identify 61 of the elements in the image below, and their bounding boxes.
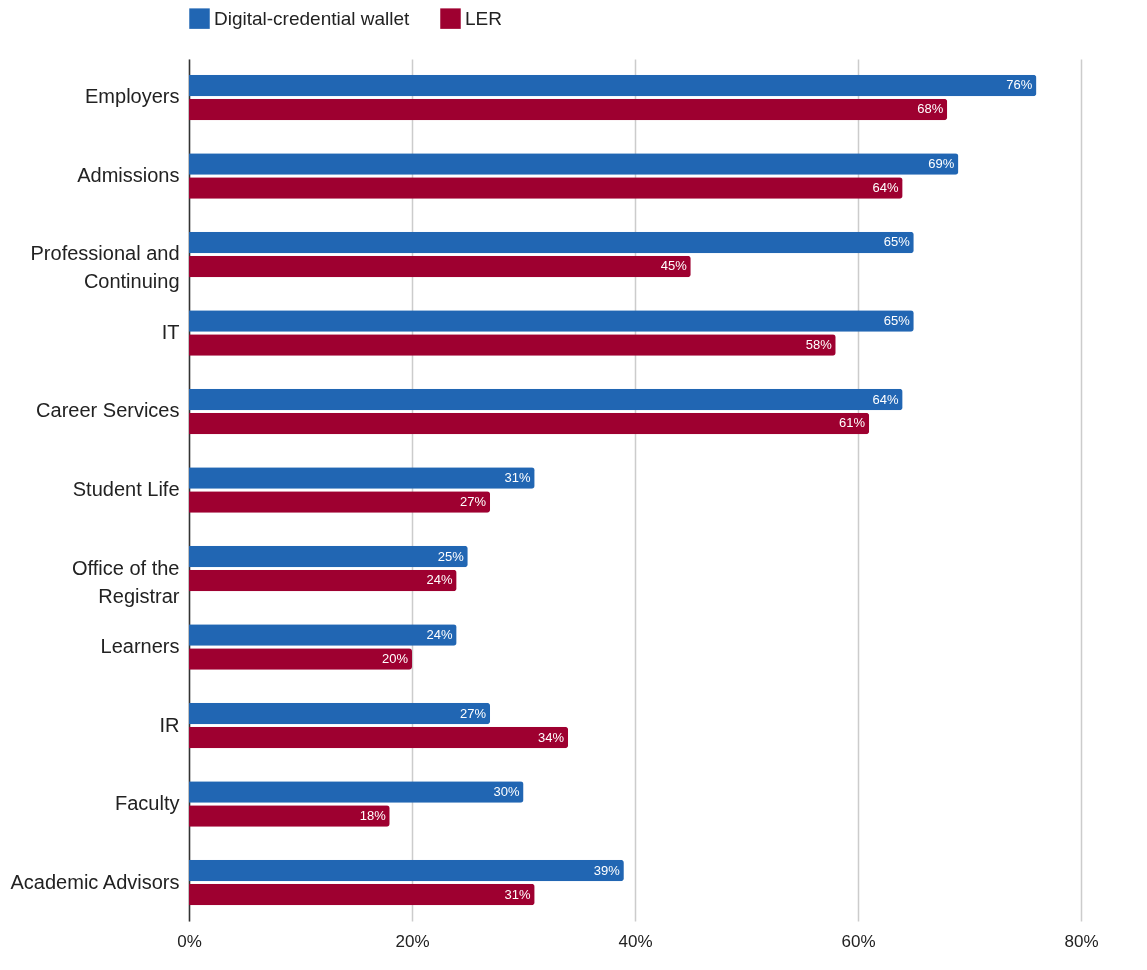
data-label: 68%	[917, 101, 944, 117]
x-tick-label: 20%	[395, 931, 430, 951]
bar	[189, 702, 491, 725]
bar	[189, 569, 457, 592]
data-label: 34%	[538, 729, 565, 745]
x-tick-label: 80%	[1064, 931, 1099, 951]
y-tick-label: Faculty	[115, 792, 180, 815]
bar	[189, 781, 524, 803]
bar	[189, 177, 903, 199]
data-label: 65%	[883, 313, 911, 328]
data-label: 31%	[504, 886, 532, 902]
data-label: 45%	[660, 258, 688, 274]
y-tick-label: Learners	[100, 635, 180, 658]
bar	[189, 231, 914, 254]
y-tick-label: Academic Advisors	[10, 870, 180, 893]
data-label: 39%	[593, 862, 621, 878]
data-label: 25%	[437, 548, 465, 564]
bar	[189, 153, 959, 175]
bar	[189, 310, 914, 332]
bar	[189, 388, 903, 411]
legend-label: Digital-credential wallet	[214, 7, 411, 29]
bar	[189, 648, 412, 670]
bar	[189, 883, 535, 906]
bar	[189, 545, 468, 568]
data-label: 76%	[1006, 77, 1033, 93]
data-label: 27%	[460, 705, 487, 721]
y-tick-label: Office of the Registrar	[72, 556, 180, 607]
bar	[189, 74, 1037, 97]
data-label: 18%	[359, 808, 387, 824]
bar	[189, 859, 624, 882]
x-tick-label: 60%	[841, 931, 876, 951]
data-label: 65%	[883, 234, 911, 250]
y-tick-label: Student Life	[72, 478, 180, 500]
data-label: 64%	[872, 391, 900, 407]
bar	[189, 491, 491, 513]
y-tick-label: IR	[159, 713, 180, 736]
y-tick-label: Professional and Continuing	[30, 242, 180, 293]
bar	[189, 726, 569, 749]
bar	[189, 255, 691, 278]
bar	[189, 334, 836, 356]
bar	[189, 98, 948, 121]
legend-label: LER	[465, 7, 502, 29]
data-label: 61%	[839, 415, 866, 431]
bar	[189, 624, 457, 646]
bar	[189, 467, 535, 489]
y-tick-label: Admissions	[77, 163, 180, 186]
y-tick-label: Employers	[85, 85, 180, 108]
bar	[189, 412, 870, 435]
data-label: 24%	[426, 627, 454, 643]
data-label: 27%	[460, 493, 487, 509]
data-label: 24%	[426, 572, 454, 588]
y-tick-label: IT	[161, 320, 180, 343]
y-tick-label: Career Services	[36, 399, 180, 422]
data-label: 58%	[805, 336, 833, 352]
data-label: 31%	[504, 470, 532, 486]
data-label: 69%	[928, 155, 955, 171]
data-label: 64%	[872, 179, 900, 195]
data-label: 30%	[493, 784, 520, 800]
data-label: 20%	[381, 651, 409, 666]
x-tick-label: 0%	[177, 931, 202, 951]
x-tick-label: 40%	[618, 931, 653, 951]
